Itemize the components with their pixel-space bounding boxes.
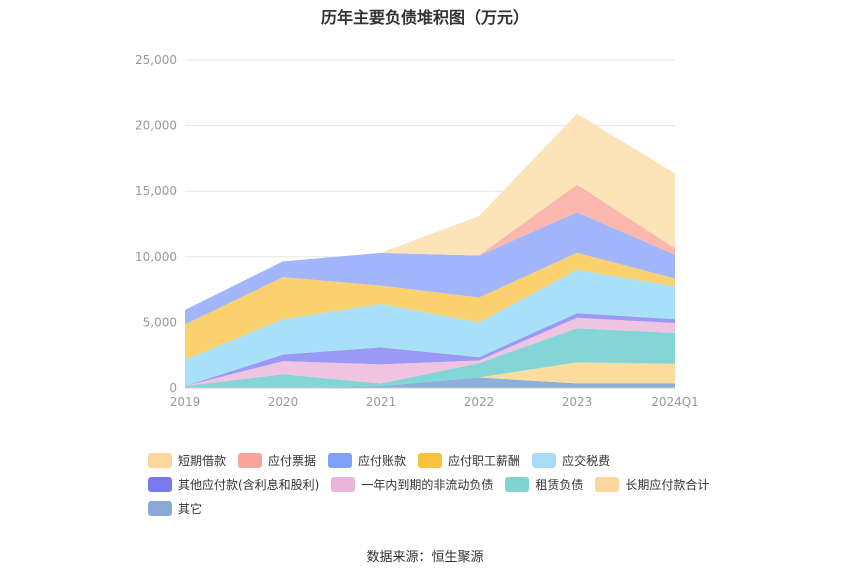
y-tick-label: 0 bbox=[169, 381, 177, 395]
x-tick-label: 2021 bbox=[366, 395, 397, 409]
legend-label: 租赁负债 bbox=[535, 477, 584, 492]
legend-swatch bbox=[148, 500, 172, 516]
x-tick-label: 2022 bbox=[464, 395, 495, 409]
legend-item[interactable]: 其他应付款(含利息和股利) bbox=[148, 476, 319, 493]
legend-row: 其他应付款(含利息和股利) 一年内到期的非流动负债 租赁负债 长期应付款合计 bbox=[148, 472, 748, 496]
area-长期应付款合计[interactable] bbox=[185, 362, 675, 388]
legend-swatch bbox=[505, 476, 530, 492]
area-应付票据[interactable] bbox=[185, 184, 675, 310]
legend-label: 应付账款 bbox=[358, 453, 407, 468]
legend-label: 其它 bbox=[178, 501, 203, 516]
area-租赁负债[interactable] bbox=[185, 328, 675, 388]
legend-item[interactable]: 其它 bbox=[148, 500, 202, 517]
legend-label: 长期应付款合计 bbox=[625, 477, 710, 492]
legend-label: 一年内到期的非流动负债 bbox=[361, 477, 494, 492]
x-tick-label: 2023 bbox=[562, 395, 593, 409]
legend-item[interactable]: 一年内到期的非流动负债 bbox=[331, 476, 493, 493]
legend-swatch bbox=[328, 452, 353, 468]
legend-swatch bbox=[418, 452, 443, 468]
area-series bbox=[185, 113, 675, 388]
legend-label: 应付票据 bbox=[268, 453, 317, 468]
x-tick-label: 2019 bbox=[170, 395, 201, 409]
legend-label: 应交税费 bbox=[562, 453, 611, 468]
y-tick-label: 10,000 bbox=[135, 250, 177, 264]
legend-item[interactable]: 短期借款 bbox=[148, 452, 226, 469]
legend-item[interactable]: 应交税费 bbox=[532, 452, 610, 469]
area-应付职工薪酬[interactable] bbox=[185, 252, 675, 360]
area-一年内到期的非流动负债[interactable] bbox=[185, 317, 675, 387]
chart-title: 历年主要负债堆积图（万元） bbox=[320, 8, 529, 27]
legend-row: 短期借款 应付票据 应付账款 应付职工薪酬 应交税费 bbox=[148, 448, 748, 472]
area-其它[interactable] bbox=[185, 377, 675, 388]
x-tick-label: 2024Q1 bbox=[651, 395, 699, 409]
legend-swatch bbox=[331, 476, 356, 492]
axes: 0 5,000 10,000 15,000 20,000 25,000 2019 2020 20… bbox=[135, 53, 699, 409]
legend-item[interactable]: 租赁负债 bbox=[505, 476, 583, 493]
legend-item[interactable]: 长期应付款合计 bbox=[595, 476, 709, 493]
legend: 短期借款 应付票据 应付账款 应付职工薪酬 应交税费其他应付款(含利息和股利) 一年内到期… bbox=[148, 448, 748, 520]
legend-label: 短期借款 bbox=[178, 453, 227, 468]
area-短期借款[interactable] bbox=[185, 113, 675, 310]
y-tick-label: 15,000 bbox=[135, 184, 177, 198]
legend-swatch bbox=[238, 452, 263, 468]
y-tick-label: 25,000 bbox=[135, 53, 177, 67]
legend-swatch bbox=[595, 476, 620, 492]
legend-item[interactable]: 应付职工薪酬 bbox=[418, 452, 520, 469]
legend-row: 其它 bbox=[148, 496, 748, 520]
area-应交税费[interactable] bbox=[185, 269, 675, 387]
y-tick-label: 5,000 bbox=[143, 315, 177, 329]
legend-swatch bbox=[148, 476, 172, 492]
legend-label: 应付职工薪酬 bbox=[448, 453, 521, 468]
x-tick-label: 2020 bbox=[268, 395, 299, 409]
legend-label: 其他应付款(含利息和股利) bbox=[178, 477, 320, 492]
legend-swatch bbox=[532, 452, 557, 468]
legend-item[interactable]: 应付票据 bbox=[238, 452, 316, 469]
legend-item[interactable]: 应付账款 bbox=[328, 452, 406, 469]
data-source: 数据来源：恒生聚源 bbox=[366, 550, 484, 565]
area-应付账款[interactable] bbox=[185, 212, 675, 325]
y-tick-label: 20,000 bbox=[135, 119, 177, 133]
legend-swatch bbox=[148, 452, 172, 468]
